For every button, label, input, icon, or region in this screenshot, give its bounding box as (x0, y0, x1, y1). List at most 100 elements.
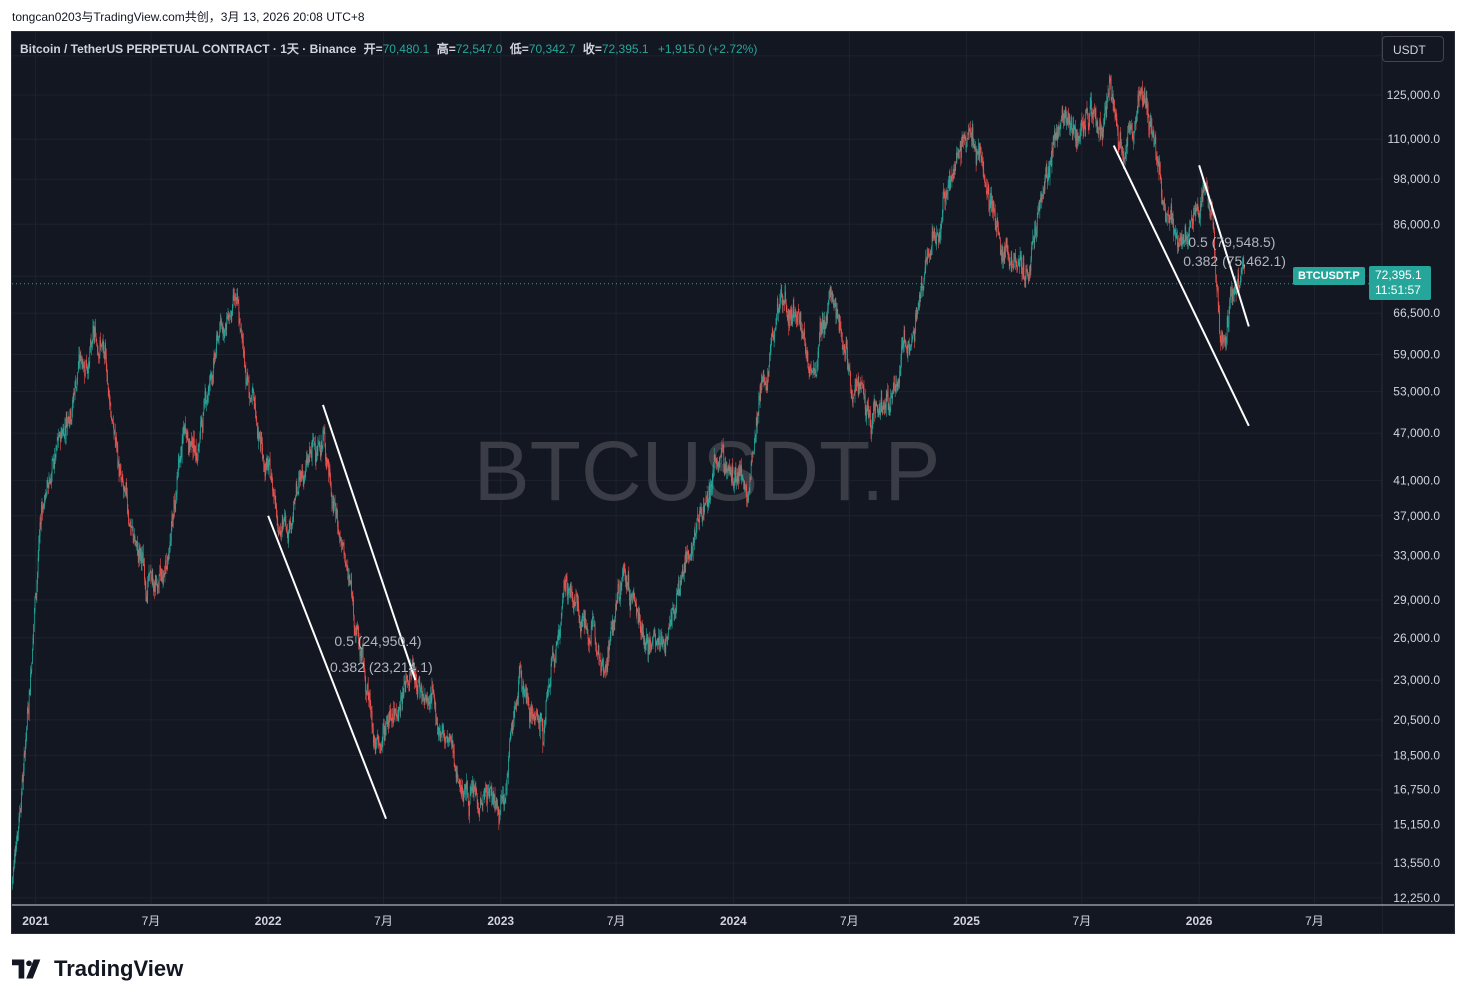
currency-button[interactable]: USDT (1382, 36, 1444, 62)
candle-body (1128, 125, 1129, 131)
candle-body (324, 432, 326, 443)
candle-body (873, 399, 875, 404)
candle-body (56, 437, 58, 447)
change-value: +1,915.0 (+2.72%) (657, 42, 758, 56)
candle-body (1093, 109, 1095, 111)
candle-body (1010, 257, 1012, 265)
candle-body (594, 624, 596, 638)
candle-body (405, 675, 407, 687)
candle-body (42, 505, 43, 512)
candle-body (223, 327, 224, 336)
candle-body (973, 139, 974, 148)
candle-body (555, 644, 557, 657)
candle-body (1006, 239, 1008, 248)
candle-body (1131, 124, 1133, 134)
candle-body (1080, 120, 1082, 131)
candle-body (614, 617, 616, 624)
candle-body (952, 176, 954, 179)
candle-body (936, 233, 938, 234)
candle-body (608, 643, 610, 659)
candle-body (582, 616, 584, 619)
candle-body (626, 582, 628, 589)
price-chart[interactable]: BTCUSDT.P0.5 (24,950.4)0.382 (23,214.1)0… (12, 32, 1455, 934)
candle-body (1218, 305, 1220, 312)
candle-body (779, 302, 781, 307)
symbol-legend: Bitcoin / TetherUS PERPETUAL CONTRACT · … (20, 40, 757, 57)
time-tick-label: 7月 (142, 914, 161, 928)
candle-body (1147, 104, 1149, 116)
candle-body (450, 738, 452, 740)
candle-body (252, 389, 254, 391)
tradingview-logo[interactable]: TradingView (12, 956, 183, 982)
candle-body (267, 466, 269, 468)
candle-body (328, 468, 330, 476)
candle-body (982, 161, 984, 170)
candle-body (504, 798, 506, 800)
candle-body (530, 712, 532, 717)
candle-body (227, 316, 228, 320)
candle-body (235, 298, 237, 301)
candle-body (1197, 204, 1199, 210)
candle-body (32, 637, 34, 650)
candle-body (430, 694, 431, 702)
candle-body (65, 425, 66, 437)
candle-body (1025, 268, 1027, 281)
candle-body (1107, 97, 1108, 102)
candle-body (665, 637, 667, 652)
candle-body (544, 722, 546, 725)
candle-body (1050, 159, 1052, 162)
candle-body (1008, 258, 1010, 267)
candle-body (735, 468, 737, 482)
candle-body (230, 316, 231, 318)
candle-body (218, 336, 220, 340)
candle-body (748, 492, 750, 493)
candle-body (35, 593, 36, 599)
candle-body (646, 634, 648, 641)
candle-body (287, 532, 289, 543)
candle-body (729, 466, 730, 471)
candle-body (259, 433, 261, 437)
candle-body (271, 474, 273, 483)
candle-body (116, 437, 117, 445)
candle-body (278, 531, 280, 535)
candle-body (1089, 113, 1090, 127)
candle-body (251, 389, 253, 399)
chart-panel[interactable]: BTCUSDT.P 0.5 (24,950.4) 0.382 (23,214.1) 0… (11, 31, 1455, 934)
candle-body (242, 336, 244, 341)
candle-body (1161, 179, 1162, 198)
candle-body (309, 446, 311, 452)
candle-body (461, 786, 463, 792)
candle-body (1201, 194, 1203, 202)
candle-body (406, 677, 408, 682)
candle-body (209, 382, 210, 388)
candle-body (598, 645, 600, 658)
candle-body (628, 574, 630, 590)
candle-body (531, 707, 533, 712)
candle-body (787, 314, 788, 321)
candle-body (950, 180, 951, 189)
candle-body (1214, 250, 1216, 263)
candle-body (388, 719, 390, 727)
candle-body (183, 427, 184, 435)
bar-countdown: 11:51:57 (1375, 283, 1421, 297)
fib-label-3: 0.382 (75,462.1) (1183, 253, 1286, 269)
candle-body (639, 621, 641, 626)
candle-body (1120, 133, 1122, 142)
candle-body (1155, 136, 1157, 157)
candle-body (509, 740, 511, 753)
candle-body (1233, 289, 1235, 294)
candle-body (713, 469, 714, 471)
candle-body (263, 456, 265, 465)
candle-body (181, 446, 182, 458)
candle-body (549, 685, 551, 688)
candle-body (450, 735, 451, 739)
candle-body (1123, 158, 1125, 162)
candle-body (431, 685, 433, 701)
candle-body (926, 257, 927, 261)
candle-body (169, 550, 170, 553)
candle-body (29, 690, 31, 695)
candle-body (738, 471, 740, 482)
candle-body (1098, 128, 1100, 134)
high-value: 72,547.0 (455, 42, 503, 56)
candle-body (560, 625, 561, 630)
